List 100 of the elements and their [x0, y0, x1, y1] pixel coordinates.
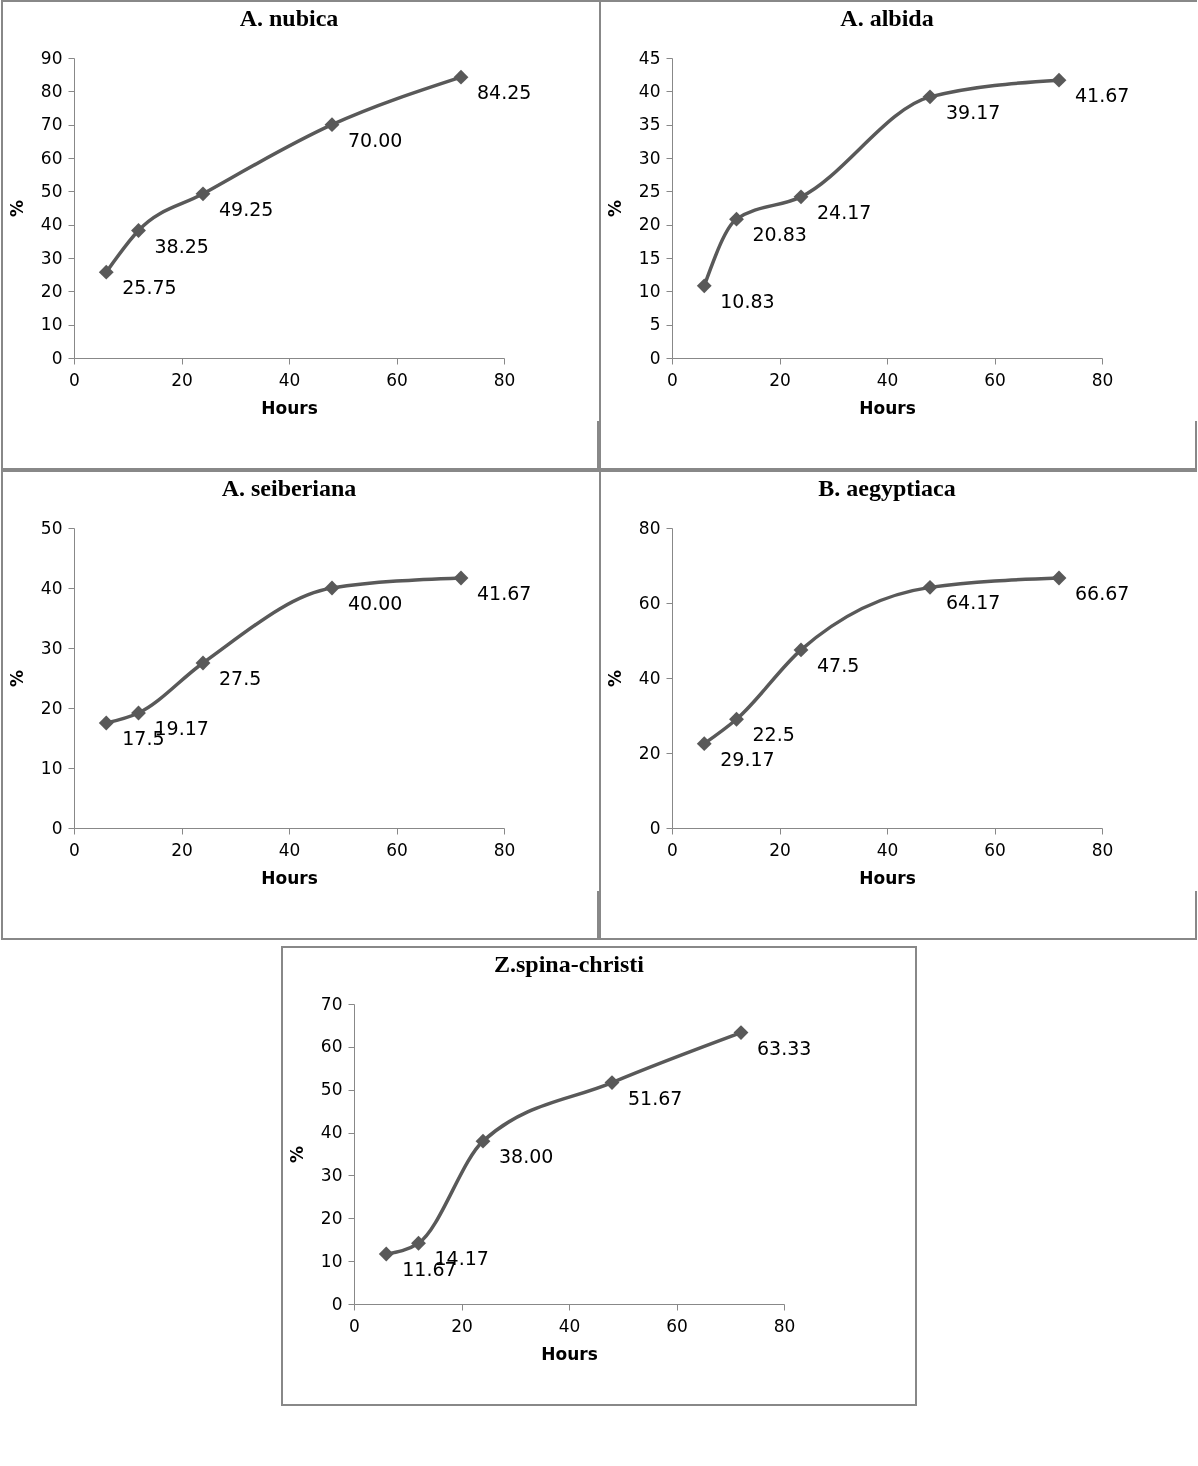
x-tick-label: 80 [493, 839, 516, 860]
y-tick-label: 10 [40, 314, 63, 335]
data-label: 24.17 [817, 200, 872, 223]
y-tick-label: 40 [320, 1122, 343, 1143]
y-tick-label: 0 [51, 347, 63, 368]
y-tick-label: 40 [638, 80, 661, 101]
y-tick-label: 20 [638, 742, 661, 763]
x-tick-label: 20 [769, 369, 791, 390]
x-axis-title: Hours [859, 397, 916, 418]
point [98, 715, 114, 731]
data-label: 70.00 [348, 128, 403, 151]
chart-title: A. albida [840, 5, 934, 31]
data-label: 38.00 [499, 1145, 554, 1168]
chart-title: A. seiberiana [221, 475, 357, 501]
y-tick-label: 40 [40, 214, 63, 235]
data-label: 64.17 [946, 591, 1001, 614]
y-tick-label: 50 [320, 1079, 343, 1100]
y-axis-title: % [6, 669, 27, 688]
x-axis-title: Hours [261, 867, 318, 888]
data-label: 40.00 [348, 592, 403, 614]
chart-title: Z.spina-christi [493, 951, 645, 977]
y-tick-label: 0 [51, 817, 63, 838]
x-tick-label: 20 [451, 1315, 473, 1336]
x-axis-title: Hours [541, 1343, 598, 1364]
point [378, 1246, 394, 1262]
x-tick-label: 0 [349, 1315, 360, 1336]
chart-title: B. aegyptiaca [818, 475, 956, 501]
y-tick-label: 60 [40, 147, 63, 168]
data-label: 84.25 [477, 81, 532, 104]
x-tick-label: 40 [876, 839, 899, 860]
x-tick-label: 40 [278, 369, 301, 390]
y-tick-label: 60 [320, 1036, 343, 1057]
x-tick-label: 60 [386, 839, 408, 860]
x-tick-label: 20 [171, 369, 193, 390]
annotation: 29.17 [720, 747, 775, 770]
y-tick-label: 80 [40, 80, 63, 101]
y-tick-label: 10 [40, 757, 63, 778]
data-label: 63.33 [757, 1036, 812, 1059]
point [922, 579, 938, 595]
point [324, 580, 340, 596]
x-tick-label: 80 [1091, 839, 1114, 860]
point [453, 69, 469, 85]
data-label: 39.17 [946, 100, 1001, 123]
y-tick-label: 10 [320, 1250, 343, 1271]
x-tick-label: 60 [386, 369, 408, 390]
y-tick-label: 25 [638, 180, 661, 201]
data-label: 41.67 [1075, 84, 1130, 107]
data-label: 41.67 [477, 581, 532, 604]
point [1051, 570, 1067, 586]
y-tick-label: 70 [320, 993, 343, 1014]
point [98, 264, 114, 280]
y-axis-title: % [604, 669, 625, 688]
y-tick-label: 40 [40, 577, 63, 598]
y-tick-label: 30 [40, 247, 63, 268]
y-tick-label: 50 [40, 517, 63, 538]
point [453, 570, 469, 586]
point [324, 117, 340, 133]
data-label: 25.75 [122, 276, 177, 299]
x-tick-label: 60 [984, 369, 1006, 390]
y-tick-label: 30 [320, 1164, 343, 1185]
point [195, 655, 211, 671]
y-tick-label: 10 [638, 280, 661, 301]
y-axis-title: % [6, 199, 27, 218]
y-tick-label: 0 [649, 817, 661, 838]
y-tick-label: 80 [638, 517, 661, 538]
point [696, 736, 712, 752]
y-tick-label: 20 [40, 697, 63, 718]
point [729, 211, 744, 227]
x-tick-label: 60 [666, 1315, 688, 1336]
x-tick-label: 80 [773, 1315, 796, 1336]
y-tick-label: 90 [40, 47, 63, 68]
point [195, 186, 211, 202]
x-tick-label: 60 [984, 839, 1006, 860]
chart-title: A. nubica [239, 5, 339, 31]
point [793, 642, 809, 658]
data-label: 66.67 [1075, 581, 1130, 604]
data-label: 20.83 [752, 223, 807, 246]
y-tick-label: 70 [40, 114, 63, 135]
y-tick-label: 45 [638, 47, 661, 68]
data-label: 51.67 [628, 1086, 683, 1109]
data-label: 38.25 [154, 234, 209, 257]
point [475, 1133, 491, 1149]
point [1051, 72, 1067, 88]
x-tick-label: 80 [493, 369, 516, 390]
x-tick-label: 0 [667, 369, 678, 390]
annotation: 22.5 [752, 723, 795, 746]
y-tick-label: 20 [320, 1207, 343, 1228]
y-tick-label: 15 [638, 247, 661, 268]
x-axis-title: Hours [859, 867, 916, 888]
point [411, 1235, 426, 1251]
data-label: 10.83 [720, 289, 775, 312]
point [793, 189, 809, 205]
x-tick-label: 0 [69, 839, 80, 860]
point [729, 711, 744, 727]
y-tick-label: 0 [649, 347, 661, 368]
x-tick-label: 20 [171, 839, 193, 860]
point [922, 89, 938, 105]
x-tick-label: 0 [667, 839, 678, 860]
y-tick-label: 60 [638, 592, 661, 613]
y-axis-title: % [286, 1145, 307, 1164]
